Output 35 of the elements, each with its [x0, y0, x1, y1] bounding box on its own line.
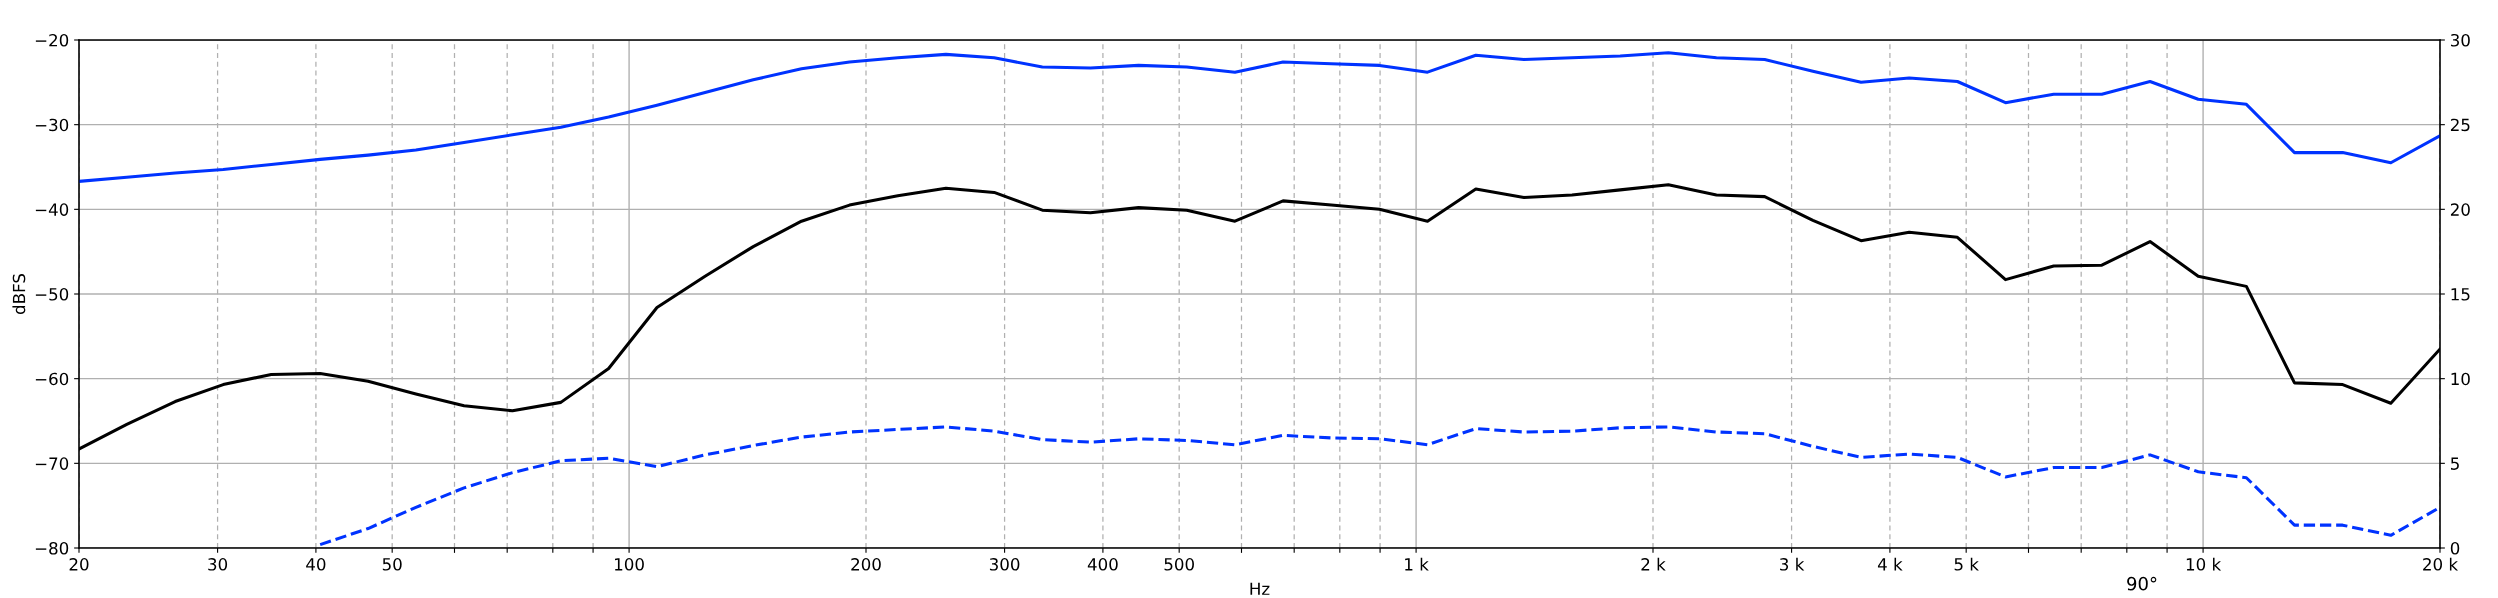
x-axis-title: Hz: [1250, 582, 1270, 595]
y-tick-label: −60: [35, 372, 69, 386]
y2-tick-label: 5: [2451, 457, 2459, 470]
x-tick-label: 200: [851, 558, 881, 571]
x-tick-label: 400: [1087, 558, 1118, 571]
y-tick-label: −30: [35, 118, 69, 132]
x-tick-label: 10 k: [2186, 557, 2222, 571]
x-tick-label: 20 k: [2423, 557, 2459, 571]
y2-tick-label: 15: [2451, 288, 2470, 301]
line-series: [79, 51, 2440, 183]
x-tick-label: 4 k: [1877, 557, 1903, 571]
y-tick-label: −20: [35, 33, 69, 47]
x-tick-label: 3 k: [1780, 557, 1805, 571]
y-axis-title: dBFS: [12, 273, 26, 315]
line-series: [318, 425, 2440, 547]
x-tick-label: 100: [615, 558, 644, 571]
x-tick-label: 1 k: [1405, 557, 1429, 571]
x-tick-label: 5 k: [1954, 557, 1979, 571]
y2-tick-label: 0: [2450, 541, 2460, 555]
x-tick-label: 2 k: [1641, 557, 1666, 571]
y-tick-label: −80: [35, 541, 69, 555]
text: 90°: [2127, 576, 2157, 591]
y2-tick-label: 10: [2451, 372, 2470, 386]
x-tick-label: 50: [382, 558, 402, 571]
x-tick-label: 30: [208, 558, 228, 571]
y2-tick-label: 30: [2450, 33, 2470, 47]
y2-tick-label: 20: [2450, 203, 2470, 216]
x-tick-label: 500: [1164, 558, 1194, 571]
y2-tick-label: 25: [2450, 118, 2470, 132]
x-tick-label: 300: [989, 558, 1020, 571]
y-tick-label: −50: [35, 287, 69, 301]
y-tick-label: −40: [35, 203, 69, 216]
x-tick-label: 20: [69, 558, 89, 571]
x-tick-label: 40: [306, 558, 326, 571]
y-tick-label: −70: [35, 457, 69, 470]
